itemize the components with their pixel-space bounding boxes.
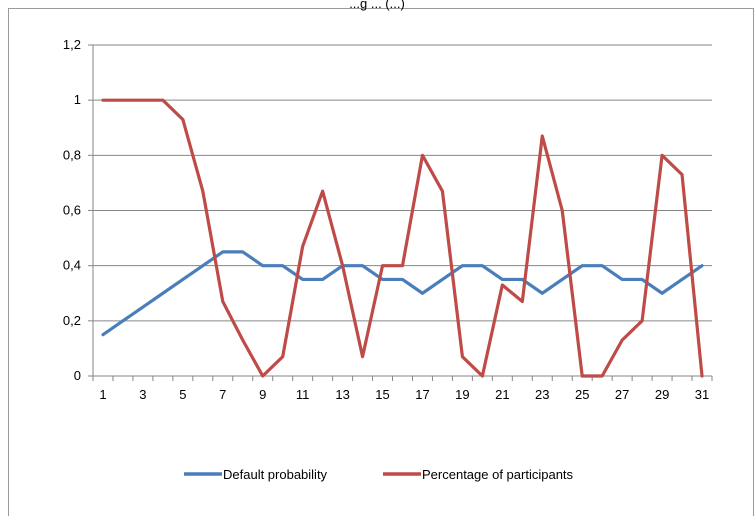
- y-tick-label: 0,4: [63, 258, 81, 273]
- chart-title-fragment: ...g ... (...): [349, 0, 405, 11]
- tick-marks: [92, 376, 713, 381]
- y-tick-label: 0,6: [63, 203, 81, 218]
- x-tick-label: 25: [575, 387, 589, 402]
- x-tick-label: 23: [535, 387, 549, 402]
- x-tick-labels: 1 3 5 7 9 11 13 15 17 19 21 23 25 27 29 31: [99, 387, 709, 402]
- x-tick-label: 31: [695, 387, 709, 402]
- series-line-percentage-of-participants: [101, 98, 704, 378]
- x-tick-label: 9: [259, 387, 266, 402]
- x-tick-label: 15: [375, 387, 389, 402]
- y-tick-label: 1: [74, 92, 81, 107]
- x-tick-label: 5: [179, 387, 186, 402]
- x-tick-label: 29: [655, 387, 669, 402]
- legend: Default probability Percentage of partici…: [184, 467, 574, 482]
- axes: [92, 45, 712, 377]
- x-tick-label: 27: [615, 387, 629, 402]
- y-tick-label: 0,2: [63, 313, 81, 328]
- x-tick-label: 3: [139, 387, 146, 402]
- series-line-default-probability: [101, 250, 704, 337]
- x-tick-label: 19: [455, 387, 469, 402]
- x-tick-label: 1: [99, 387, 106, 402]
- series-lines: [101, 98, 704, 378]
- y-tick-label: 0,8: [63, 147, 81, 162]
- x-tick-label: 21: [495, 387, 509, 402]
- x-tick-label: 17: [415, 387, 429, 402]
- y-tick-label: 0: [74, 368, 81, 383]
- chart-frame: [8, 8, 754, 516]
- y-tick-labels: 0 0,2 0,4 0,6 0,8 1 1,2: [63, 37, 81, 383]
- x-tick-label: 7: [219, 387, 226, 402]
- x-tick-label: 11: [296, 387, 310, 402]
- legend-label: Percentage of participants: [422, 467, 574, 482]
- x-tick-label: 13: [335, 387, 349, 402]
- y-tick-label: 1,2: [63, 37, 81, 52]
- grid-lines: [88, 44, 712, 377]
- legend-label: Default probability: [223, 467, 328, 482]
